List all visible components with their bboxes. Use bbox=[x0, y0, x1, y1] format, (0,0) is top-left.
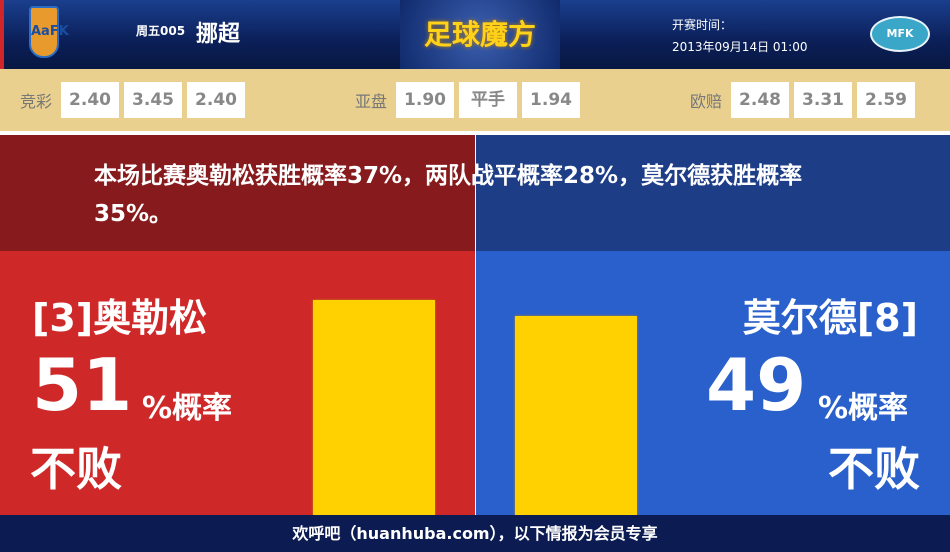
odds-value: 3.45 bbox=[124, 82, 183, 118]
odds-value: 2.40 bbox=[61, 82, 120, 118]
odds-value: 3.31 bbox=[794, 82, 853, 118]
home-team-name: [3]奥勒松 bbox=[32, 296, 208, 340]
away-unbeaten-label: 不败 bbox=[828, 442, 920, 496]
home-percent-unit: %概率 bbox=[142, 391, 233, 426]
match-header: AaFK 周五005 挪超 足球魔方 开赛时间： 2013年09月14日 01:… bbox=[0, 0, 950, 69]
home-team-logo: AaFK bbox=[29, 6, 69, 58]
brand-logo: 足球魔方 bbox=[400, 0, 560, 69]
home-percent: 51 bbox=[32, 343, 133, 427]
away-percent-unit: %概率 bbox=[818, 391, 909, 426]
odds-label: 竞彩 bbox=[20, 92, 53, 111]
odds-value: 2.40 bbox=[187, 82, 246, 118]
prediction-summary: 本场比赛奥勒松获胜概率37%，两队战平概率28%，莫尔德获胜概率35%。 bbox=[0, 135, 950, 251]
odds-label: 亚盘 bbox=[355, 92, 388, 111]
odds-oupei: 欧赔 2.48 3.31 2.59 bbox=[690, 82, 916, 118]
odds-value: 1.90 bbox=[396, 82, 455, 118]
odds-jingcai: 竞彩 2.40 3.45 2.40 bbox=[20, 82, 246, 118]
away-percent: 49 bbox=[706, 343, 807, 427]
league-name: 挪超 bbox=[196, 22, 241, 47]
odds-value: 1.94 bbox=[522, 82, 581, 118]
away-team-name: 莫尔德[8] bbox=[742, 296, 918, 340]
odds-value: 2.48 bbox=[731, 82, 790, 118]
odds-bar: 竞彩 2.40 3.45 2.40 亚盘 1.90 平手 1.94 欧赔 2.4… bbox=[0, 69, 950, 131]
odds-yapan: 亚盘 1.90 平手 1.94 bbox=[355, 82, 581, 118]
odds-value: 平手 bbox=[459, 82, 518, 118]
summary-text: 本场比赛奥勒松获胜概率37%，两队战平概率28%，莫尔德获胜概率35%。 bbox=[94, 163, 803, 227]
kickoff-time: 2013年09月14日 01:00 bbox=[672, 40, 808, 54]
away-panel: 莫尔德[8] 49 %概率 不败 bbox=[476, 251, 950, 515]
home-panel: [3]奥勒松 51 %概率 不败 bbox=[0, 251, 475, 515]
kickoff-label: 开赛时间： bbox=[672, 18, 733, 32]
odds-label: 欧赔 bbox=[690, 92, 723, 111]
away-probability-bar bbox=[515, 316, 637, 515]
match-round: 周五005 bbox=[136, 24, 186, 38]
home-probability-bar bbox=[313, 300, 435, 515]
footer-banner: 欢呼吧（huanhuba.com），以下情报为会员专享 bbox=[0, 515, 950, 552]
away-team-logo: MFK bbox=[870, 16, 930, 52]
home-unbeaten-label: 不败 bbox=[30, 442, 122, 496]
odds-value: 2.59 bbox=[857, 82, 916, 118]
